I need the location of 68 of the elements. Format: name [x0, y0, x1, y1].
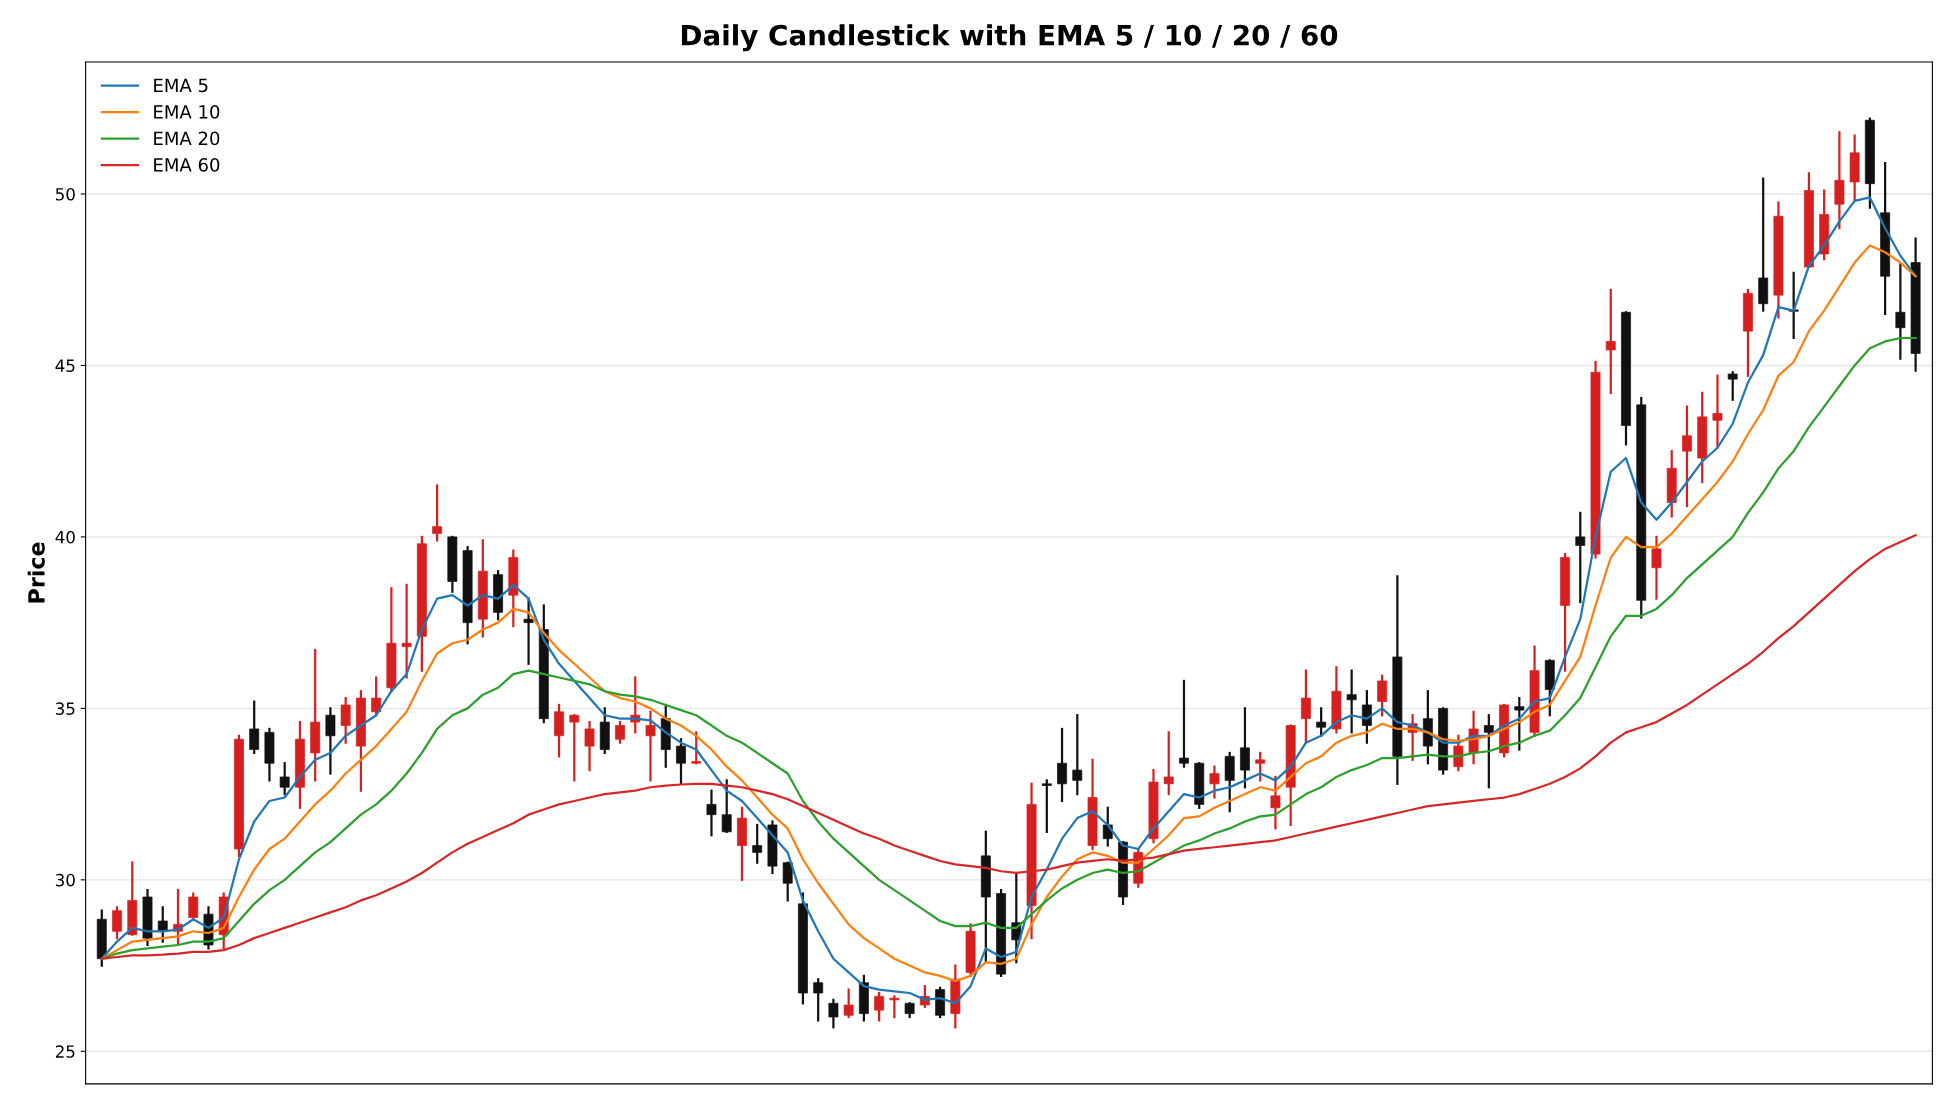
chart-title: Daily Candlestick with EMA 5 / 10 / 20 / 60 [681, 24, 1338, 52]
candlestick [1240, 707, 1250, 789]
candlestick [188, 892, 199, 919]
candlestick [554, 703, 564, 758]
candlestick [371, 676, 382, 717]
candlestick [1727, 371, 1738, 401]
candlestick [1224, 751, 1235, 813]
candlestick [1788, 271, 1799, 340]
candlestick [1377, 674, 1388, 717]
legend-label: EMA 60 [154, 158, 220, 172]
candlestick [889, 995, 900, 1019]
candlestick [1102, 806, 1113, 847]
candlestick [1453, 734, 1464, 772]
candlestick [1057, 727, 1067, 803]
candlestick [340, 696, 351, 744]
y-tick-label: 45 [55, 359, 75, 372]
candlestick [813, 978, 824, 1022]
candlestick [1712, 374, 1723, 449]
candlestick [1255, 751, 1266, 782]
candlestick [325, 707, 336, 775]
candlestick [1361, 690, 1372, 744]
y-tick-label: 25 [55, 1045, 75, 1058]
candlestick [706, 789, 717, 837]
candlestick [1651, 535, 1662, 600]
line-series [100, 534, 1917, 960]
candlestick [1072, 714, 1083, 796]
candlestick [1270, 775, 1281, 830]
candlestick [1834, 131, 1845, 230]
candlestick [1682, 405, 1692, 508]
candlestick [401, 583, 412, 679]
candlestick [249, 700, 260, 755]
candlestick [1483, 714, 1494, 789]
candlestick [721, 779, 732, 833]
candlestick [1301, 669, 1311, 744]
candlestick [752, 823, 763, 864]
candlestick [874, 991, 885, 1022]
candlestick [432, 484, 443, 542]
candlestick [1041, 779, 1052, 833]
candlestick [645, 710, 656, 782]
candlestick [523, 597, 534, 665]
candlestick [1605, 288, 1616, 394]
candlestick [1514, 696, 1525, 751]
y-tick-label: 40 [55, 530, 75, 544]
legend-label: EMA 5 [154, 78, 208, 93]
candlestick [279, 762, 290, 796]
candlestick [676, 738, 686, 785]
candlestick [691, 731, 702, 765]
candlestick [1895, 263, 1906, 360]
candlestick [584, 720, 595, 772]
y-tick-label: 50 [55, 187, 75, 201]
y-tick-label: 35 [55, 702, 75, 715]
candlestick [1346, 669, 1357, 734]
candlestick [615, 720, 625, 744]
y-tick-label: 30 [55, 873, 75, 887]
candlestick [112, 906, 122, 940]
y-axis-title: Price [27, 542, 45, 603]
candlestick [782, 861, 793, 902]
legend-label: EMA 10 [154, 105, 220, 119]
legend-label: EMA 20 [154, 131, 220, 146]
candlestick [1163, 731, 1174, 796]
candlestick [828, 998, 839, 1029]
candlestick [1316, 707, 1327, 737]
candlestick [1209, 765, 1220, 799]
candlestick [843, 988, 854, 1019]
candlestick [157, 906, 168, 943]
candlestick [569, 714, 580, 782]
candlestick [1179, 679, 1189, 768]
candlestick [1575, 511, 1586, 604]
